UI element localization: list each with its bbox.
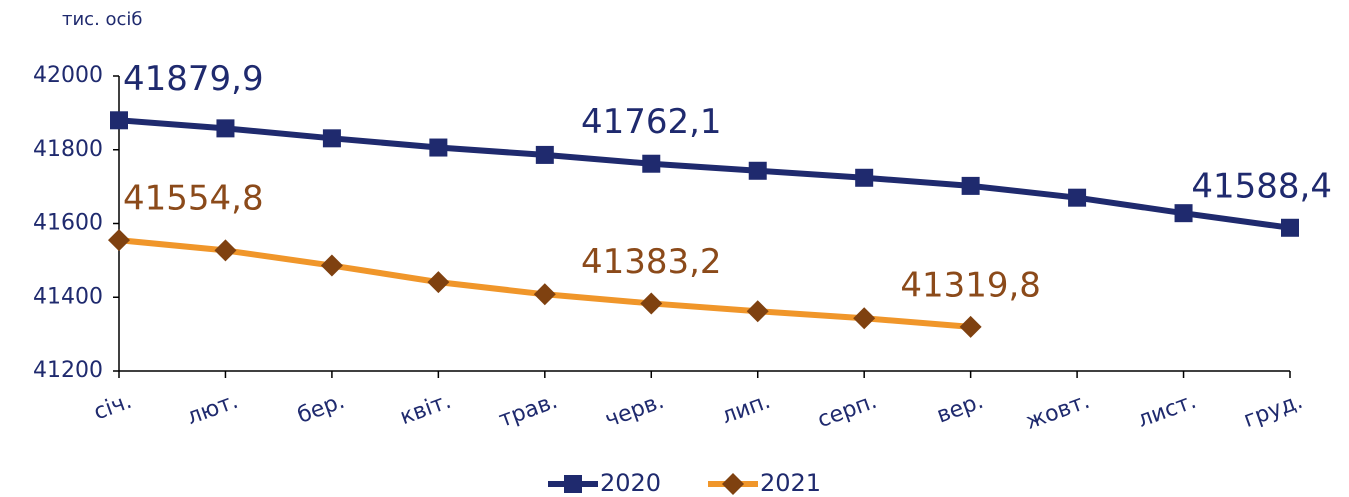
y-tick-label: 42000	[33, 63, 103, 88]
marker	[214, 239, 237, 262]
x-tick-label: груд.	[1240, 389, 1306, 433]
x-tick-label: трав.	[496, 389, 561, 433]
marker	[1281, 218, 1299, 237]
marker	[535, 145, 554, 164]
x-tick-label: лист.	[1134, 389, 1199, 433]
data-label: 41319,8	[900, 265, 1041, 305]
y-tick-label: 41600	[33, 211, 103, 236]
x-tick-label: квіт.	[397, 389, 455, 430]
marker	[427, 271, 450, 294]
legend-item: 2021	[708, 469, 821, 497]
marker	[642, 154, 661, 173]
marker	[855, 168, 874, 187]
marker	[640, 292, 663, 315]
marker	[108, 229, 130, 252]
marker	[1068, 188, 1087, 207]
x-tick-label: січ.	[91, 389, 135, 426]
marker	[320, 254, 343, 277]
x-tick-label: серп.	[814, 389, 880, 433]
legend-marker	[564, 475, 582, 493]
y-tick-label: 41800	[33, 137, 103, 162]
marker	[853, 307, 876, 330]
x-tick-label: жовт.	[1023, 389, 1094, 435]
x-tick-label: вер.	[934, 389, 987, 429]
legend-marker	[722, 473, 744, 495]
marker	[748, 161, 767, 180]
x-tick-label: лют.	[184, 389, 242, 430]
data-label: 41762,1	[581, 102, 722, 142]
data-label: 41383,2	[581, 242, 722, 282]
legend-label: 2021	[760, 469, 821, 497]
data-label: 41879,9	[123, 59, 264, 99]
marker	[322, 129, 341, 148]
marker	[429, 138, 448, 157]
data-label: 41554,8	[123, 179, 264, 219]
series-line	[118, 117, 1291, 231]
y-tick-label: 41400	[33, 284, 103, 309]
x-tick-label: бер.	[294, 389, 348, 429]
marker	[216, 119, 235, 138]
legend-item: 2020	[548, 469, 661, 497]
y-tick-label: 41200	[33, 358, 103, 383]
y-axis-label: тис. осіб	[62, 9, 143, 30]
legend-label: 2020	[600, 469, 661, 497]
x-tick-label: черв.	[602, 389, 667, 433]
x-tick-label: лип.	[719, 389, 774, 430]
marker	[1174, 204, 1193, 223]
marker	[961, 176, 980, 195]
data-label: 41588,4	[1191, 166, 1332, 206]
marker	[110, 111, 128, 130]
marker	[959, 315, 982, 338]
marker	[746, 300, 769, 323]
marker	[533, 283, 556, 306]
